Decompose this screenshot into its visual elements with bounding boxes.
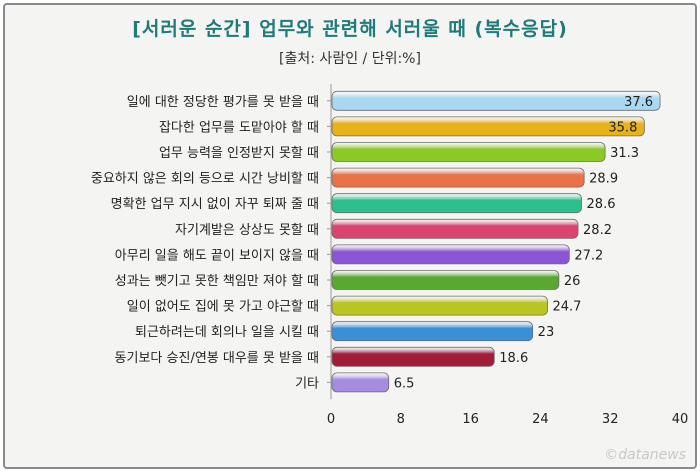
bar bbox=[331, 346, 495, 367]
category-label: 일이 없어도 집에 못 가고 야근할 때 bbox=[127, 300, 319, 315]
x-tick-label: 8 bbox=[397, 412, 405, 427]
chart-subtitle: [출처: 사람인 / 단위:%] bbox=[279, 51, 421, 67]
category-label: 기타 bbox=[295, 376, 319, 391]
bar bbox=[331, 193, 582, 214]
chart-title: [서러운 순간] 업무와 관련해 서러울 때 (복수응답) bbox=[132, 18, 568, 40]
value-label: 37.6 bbox=[624, 95, 653, 110]
category-label: 성과는 뺏기고 못한 책임만 져야 할 때 bbox=[115, 274, 319, 289]
value-label: 28.6 bbox=[587, 197, 616, 212]
bar bbox=[331, 116, 645, 137]
value-label: 28.2 bbox=[583, 223, 612, 238]
category-label: 아무리 일을 해도 끝이 보이지 않을 때 bbox=[115, 248, 319, 263]
bar bbox=[331, 218, 579, 239]
value-label: 24.7 bbox=[553, 300, 582, 315]
category-label: 명확한 업무 지시 없이 자꾸 퇴짜 줄 때 bbox=[111, 197, 319, 212]
category-label: 업무 능력을 인정받지 못할 때 bbox=[159, 146, 319, 161]
value-label: 27.2 bbox=[574, 248, 603, 263]
value-label: 6.5 bbox=[394, 376, 415, 391]
bar bbox=[331, 295, 548, 316]
value-label: 26 bbox=[564, 274, 581, 289]
category-label: 동기보다 승진/연봉 대우를 못 받을 때 bbox=[115, 351, 319, 366]
x-tick-label: 16 bbox=[462, 412, 479, 427]
bar bbox=[331, 372, 390, 393]
x-tick-label: 32 bbox=[602, 412, 619, 427]
category-label: 일에 대한 정당한 평가를 못 받을 때 bbox=[127, 95, 319, 110]
x-tick-label: 24 bbox=[532, 412, 549, 427]
category-label: 중요하지 않은 회의 등으로 시간 낭비할 때 bbox=[91, 172, 319, 187]
bar bbox=[331, 270, 560, 290]
x-tick-label: 40 bbox=[672, 412, 689, 427]
bar bbox=[331, 142, 606, 162]
x-tick-label: 0 bbox=[327, 412, 335, 427]
category-label: 자기계발은 상상도 못할 때 bbox=[175, 223, 319, 238]
category-label: 퇴근하려는데 회의나 일을 시킬 때 bbox=[135, 325, 319, 340]
value-label: 28.9 bbox=[589, 172, 618, 187]
value-label: 35.8 bbox=[608, 120, 637, 135]
value-label: 23 bbox=[538, 325, 555, 340]
value-label: 31.3 bbox=[610, 146, 639, 161]
bar bbox=[331, 321, 534, 342]
category-label: 잡다한 업무를 도맡아야 할 때 bbox=[159, 120, 319, 135]
value-label: 18.6 bbox=[499, 351, 528, 366]
bar bbox=[331, 167, 585, 188]
watermark: ©datanews bbox=[604, 447, 686, 463]
bar bbox=[331, 90, 661, 111]
bar bbox=[331, 244, 570, 265]
